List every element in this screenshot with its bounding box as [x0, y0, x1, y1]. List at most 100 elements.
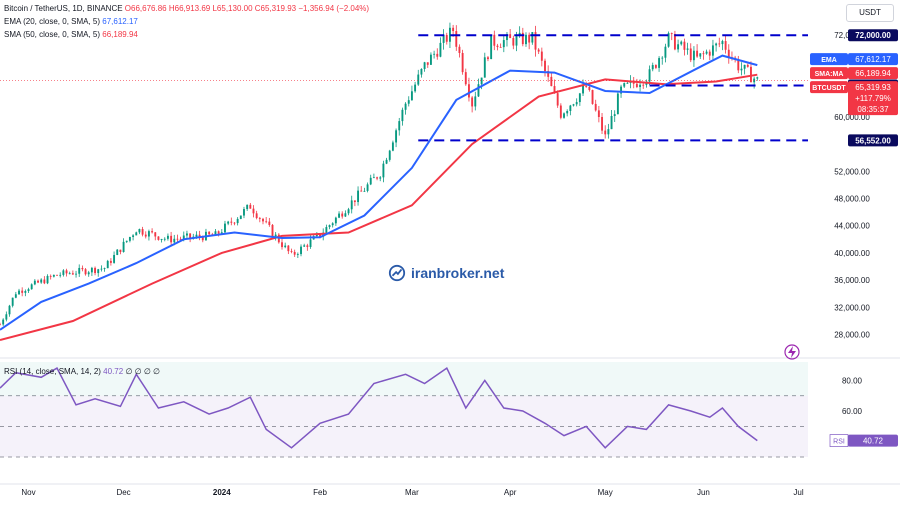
candle-body — [173, 238, 176, 243]
candle-body — [604, 130, 607, 135]
candle-body — [56, 274, 58, 276]
candle-body — [24, 291, 27, 293]
candle-body — [14, 294, 17, 298]
rsi-value: 40.72 — [103, 367, 124, 376]
candle-body — [480, 77, 483, 85]
candle-body — [189, 233, 192, 238]
candle-body — [705, 51, 708, 54]
candle-body — [94, 267, 97, 274]
candle-body — [591, 90, 594, 104]
candle-body — [506, 34, 508, 41]
candle-body — [21, 290, 24, 293]
candle-body — [455, 31, 458, 47]
candle-body — [385, 159, 388, 164]
candle-body — [75, 273, 77, 275]
candle-body — [281, 242, 283, 248]
price-tag-name-box — [810, 81, 848, 94]
candle-body — [62, 270, 65, 275]
price-tag-value-box — [848, 67, 898, 80]
candle-body — [100, 268, 103, 270]
candle-body — [635, 83, 638, 88]
candle-body — [572, 104, 575, 106]
candle-body — [499, 47, 502, 48]
candle-body — [33, 280, 36, 285]
candle-body — [81, 267, 84, 270]
candle-body — [338, 213, 340, 218]
candle-body — [363, 190, 366, 192]
candle-body — [2, 319, 5, 325]
time-tick-label: Mar — [405, 488, 419, 497]
ohlc-o-label: O — [124, 4, 132, 13]
candle-body — [448, 27, 451, 42]
candle-body — [575, 102, 578, 105]
candle-body — [610, 115, 613, 130]
candle-body — [319, 233, 321, 237]
ohlc-o: 66,676.86 — [131, 4, 167, 13]
candle-body — [68, 273, 71, 275]
candle-body — [487, 57, 489, 60]
candle-body — [515, 36, 518, 46]
rsi-label: RSI (14, close, SMA, 14, 2) — [4, 367, 101, 376]
candle-body — [547, 71, 550, 77]
candle-body — [654, 65, 657, 68]
candle-body — [18, 290, 20, 295]
candle-body — [623, 83, 626, 87]
price-tick-label: 48,000.00 — [834, 195, 870, 204]
candle-body — [40, 279, 43, 283]
candle-body — [334, 217, 337, 224]
candle-body — [170, 235, 173, 243]
candle-body — [122, 241, 125, 252]
candle-body — [414, 84, 417, 92]
candle-body — [569, 105, 572, 112]
candle-body — [651, 65, 654, 70]
candle-body — [116, 249, 119, 255]
candle-body — [90, 267, 93, 273]
candle-body — [239, 215, 242, 219]
candle-body — [404, 103, 407, 110]
candle-body — [274, 234, 277, 237]
ohlc-c: 65,319.93 — [260, 4, 297, 13]
rsi-legend[interactable]: RSI (14, close, SMA, 14, 2) 40.72 ∅ ∅ ∅ … — [4, 366, 160, 377]
candle-body — [357, 190, 360, 203]
candle-body — [154, 232, 157, 237]
time-tick-label: Feb — [313, 488, 327, 497]
candle-body — [398, 121, 401, 131]
candle-body — [369, 177, 372, 185]
sma-legend[interactable]: SMA (50, close, 0, SMA, 5) 66,189.94 — [4, 29, 138, 40]
candle-body — [410, 91, 413, 101]
rsi-tag-value: 40.72 — [863, 437, 884, 446]
candle-body — [224, 223, 226, 233]
candle-body — [353, 200, 356, 203]
candle-body — [490, 34, 493, 60]
candle-body — [578, 93, 581, 103]
price-tag-name: SMA:MA — [815, 71, 844, 78]
candle-body — [30, 284, 33, 290]
candle-body — [179, 238, 182, 240]
candle-body — [97, 269, 100, 274]
currency-unit-button[interactable]: USDT — [846, 4, 894, 22]
candle-body — [106, 260, 109, 269]
price-tick-label: 52,000.00 — [834, 167, 870, 176]
ohlc-change: −1,356.94 (−2.04%) — [298, 4, 370, 13]
candle-body — [429, 54, 432, 65]
candle-body — [512, 38, 515, 46]
candle-body — [325, 227, 328, 233]
candle-body — [271, 224, 274, 237]
candle-body — [528, 34, 531, 43]
symbol-legend: Bitcoin / TetherUS, 1D, BINANCE O66,676.… — [4, 3, 369, 14]
time-tick-label: Dec — [116, 488, 130, 497]
candle-body — [607, 129, 610, 135]
candle-body — [553, 86, 556, 94]
lightning-icon[interactable] — [784, 344, 800, 360]
ema-legend[interactable]: EMA (20, close, 0, SMA, 5) 67,612.17 — [4, 16, 138, 27]
price-tag-name-box — [810, 67, 848, 80]
ema-label: EMA (20, close, 0, SMA, 5) — [4, 17, 101, 26]
candle-body — [689, 48, 692, 61]
candle-body — [540, 51, 543, 61]
candle-body — [341, 213, 344, 217]
candle-body — [718, 43, 721, 45]
candle-body — [11, 297, 14, 306]
candle-body — [182, 235, 185, 239]
candle-body — [185, 233, 188, 236]
